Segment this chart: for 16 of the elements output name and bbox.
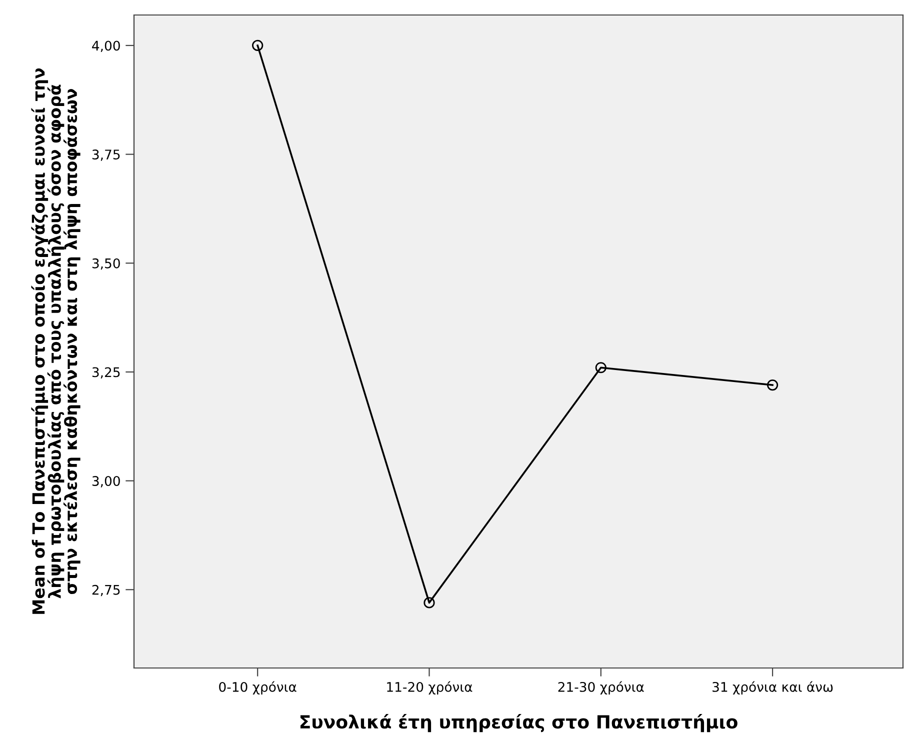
x-tick-label: 11-20 χρόνια [387, 681, 472, 694]
x-tick-label: 0-10 χρόνια [219, 681, 296, 694]
y-tick-label: 3,25 [92, 367, 120, 379]
x-axis-title: Συνολικά έτη υπηρεσίας στο Πανεπιστήμιο [300, 714, 738, 732]
point [766, 379, 778, 391]
y-tick-label: 3,50 [92, 258, 120, 270]
point [424, 597, 435, 608]
x-tick-label: 21-30 χρόνια [558, 681, 644, 694]
x-tick-label: 31 χρόνια και άνω [712, 681, 833, 694]
point [252, 40, 264, 52]
y-tick-label: 3,75 [92, 150, 120, 161]
y-axis-title: Mean of Το Πανεπιστήμιο στο οποίο εργάζομαι ευνοεί την λήψη πρωτοβουλίας από τους υπαλλήλους όσον αφορά στην εκτέλεση καθηκόντων και στη λήψη αποφάσεων [31, 68, 80, 614]
y-tick-label: 3,00 [92, 476, 120, 488]
y-tick-label: 2,75 [92, 584, 120, 596]
point [595, 362, 606, 374]
y-tick-label: 4,00 [92, 40, 120, 52]
